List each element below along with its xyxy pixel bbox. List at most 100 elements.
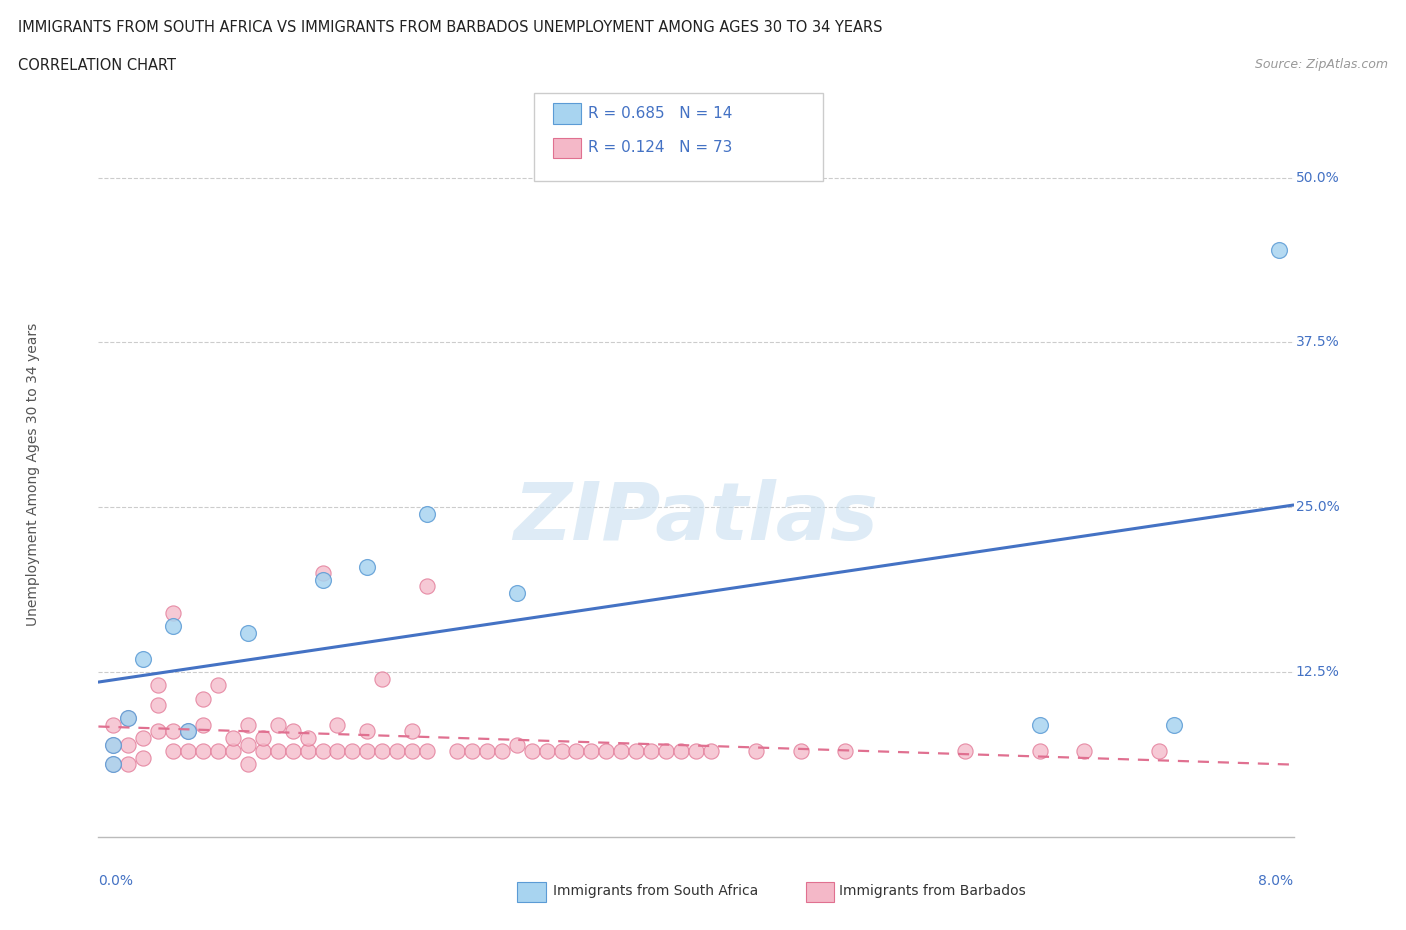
Point [416,744,439,759]
Text: 50.0%: 50.0% [1296,170,1340,184]
Point [953,744,976,759]
Point [148,698,170,712]
Point [191,744,214,759]
Point [207,678,229,693]
Point [1267,243,1289,258]
Point [103,737,125,752]
Text: 0.0%: 0.0% [98,874,134,888]
Point [536,744,558,759]
Point [267,717,290,732]
Point [595,744,617,759]
Point [401,744,423,759]
Point [356,724,378,739]
Point [385,744,409,759]
Point [148,678,170,693]
Point [191,717,214,732]
Point [401,724,423,739]
Text: CORRELATION CHART: CORRELATION CHART [18,58,176,73]
Point [103,757,125,772]
Point [236,737,259,752]
Point [162,605,184,620]
Point [117,711,139,725]
Point [520,744,543,759]
Point [416,579,439,594]
Point [177,724,200,739]
Text: 8.0%: 8.0% [1258,874,1294,888]
Point [624,744,647,759]
Point [356,559,378,574]
Point [640,744,662,759]
Point [789,744,811,759]
Text: Source: ZipAtlas.com: Source: ZipAtlas.com [1254,58,1388,71]
Point [252,731,274,746]
Point [669,744,692,759]
Point [207,744,229,759]
Point [506,737,529,752]
Point [491,744,513,759]
Point [191,691,214,706]
Point [281,744,304,759]
Point [446,744,468,759]
Point [103,757,125,772]
Point [148,724,170,739]
Text: R = 0.685   N = 14: R = 0.685 N = 14 [588,106,733,121]
Text: 37.5%: 37.5% [1296,336,1340,350]
Point [416,507,439,522]
Point [1028,717,1050,732]
Point [236,625,259,640]
Text: 25.0%: 25.0% [1296,500,1340,514]
Text: 12.5%: 12.5% [1296,665,1340,679]
Text: Unemployment Among Ages 30 to 34 years: Unemployment Among Ages 30 to 34 years [25,323,39,626]
Point [1147,744,1170,759]
Point [132,652,155,667]
Point [117,737,139,752]
Point [177,724,200,739]
Point [311,572,333,587]
Point [177,744,200,759]
Point [1163,717,1185,732]
Point [655,744,678,759]
Point [1073,744,1095,759]
Point [132,751,155,765]
Point [132,731,155,746]
Point [162,618,184,633]
Point [550,744,572,759]
Point [371,744,394,759]
Point [236,717,259,732]
Point [117,757,139,772]
Point [506,586,529,601]
Point [162,744,184,759]
Point [834,744,856,759]
Point [581,744,603,759]
Point [117,711,139,725]
Point [700,744,723,759]
Point [103,717,125,732]
Point [461,744,484,759]
Point [326,744,349,759]
Text: ZIPatlas: ZIPatlas [513,479,879,557]
Point [475,744,498,759]
Point [1028,744,1050,759]
Text: IMMIGRANTS FROM SOUTH AFRICA VS IMMIGRANTS FROM BARBADOS UNEMPLOYMENT AMONG AGES: IMMIGRANTS FROM SOUTH AFRICA VS IMMIGRAN… [18,20,883,35]
Point [162,724,184,739]
Point [745,744,768,759]
Point [342,744,364,759]
Point [297,744,319,759]
Point [565,744,588,759]
Point [685,744,707,759]
Point [103,737,125,752]
Text: Immigrants from South Africa: Immigrants from South Africa [553,884,758,898]
Point [281,724,304,739]
Point [610,744,633,759]
Text: R = 0.124   N = 73: R = 0.124 N = 73 [588,140,733,155]
Point [236,757,259,772]
Point [311,744,333,759]
Point [252,744,274,759]
Text: Immigrants from Barbados: Immigrants from Barbados [839,884,1026,898]
Point [297,731,319,746]
Point [311,565,333,580]
Point [267,744,290,759]
Point [326,717,349,732]
Point [371,671,394,686]
Point [222,731,245,746]
